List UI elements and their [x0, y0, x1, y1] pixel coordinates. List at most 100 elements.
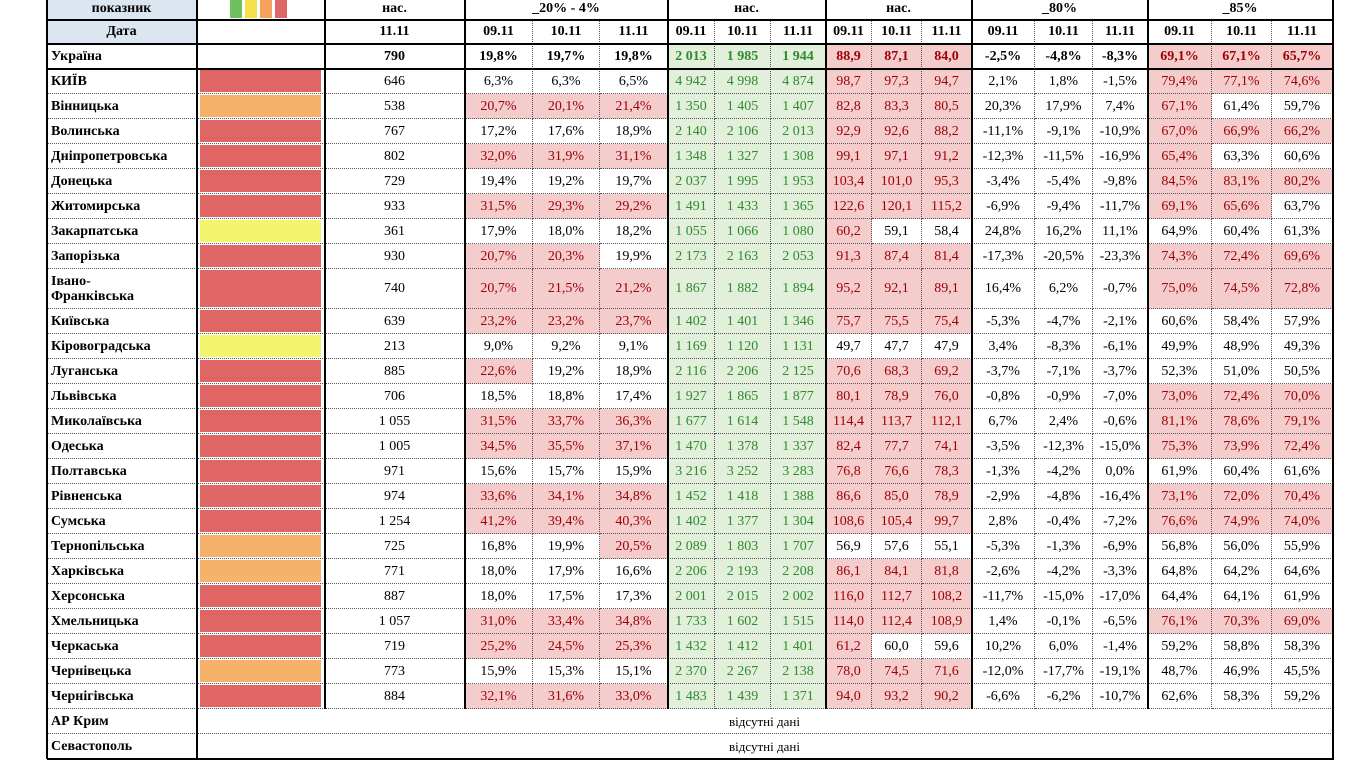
status-cell	[197, 334, 325, 359]
region-name: Полтавська	[47, 459, 197, 484]
value-cell: 72,4%	[1272, 434, 1333, 459]
value-cell: 19,7%	[600, 169, 668, 194]
value-cell: -23,3%	[1093, 244, 1148, 269]
value-cell: 50,5%	[1272, 359, 1333, 384]
value-cell: -16,4%	[1093, 484, 1148, 509]
value-cell: 76,8	[826, 459, 872, 484]
region-name: Волинська	[47, 119, 197, 144]
status-cell	[197, 384, 325, 409]
rule	[324, 0, 326, 709]
region-name: Донецька	[47, 169, 197, 194]
value-cell: 67,1%	[1212, 44, 1272, 69]
value-cell: 94,7	[922, 69, 972, 94]
value-cell: 1 412	[715, 634, 771, 659]
value-cell: 1 944	[771, 44, 826, 69]
value-cell: 2 116	[668, 359, 715, 384]
value-cell: 740	[325, 269, 465, 309]
value-cell: 18,0%	[465, 559, 533, 584]
status-cell	[197, 44, 325, 69]
status-cell	[197, 219, 325, 244]
header-label: _20% - 4%	[465, 0, 668, 20]
status-color	[200, 410, 321, 432]
value-cell: 40,3%	[600, 509, 668, 534]
value-cell: 67,1%	[1148, 94, 1212, 119]
region-name: Херсонська	[47, 584, 197, 609]
status-color	[200, 245, 321, 267]
value-cell: 93,2	[872, 684, 922, 709]
status-color	[200, 485, 321, 507]
value-cell: 56,9	[826, 534, 872, 559]
value-cell: 64,6%	[1272, 559, 1333, 584]
value-cell: 71,6	[922, 659, 972, 684]
value-cell: 1 803	[715, 534, 771, 559]
value-cell: -16,9%	[1093, 144, 1148, 169]
value-cell: 76,1%	[1148, 609, 1212, 634]
value-cell: 46,9%	[1212, 659, 1272, 684]
value-cell: 58,4%	[1212, 309, 1272, 334]
value-cell: 79,4%	[1148, 69, 1212, 94]
region-name: Чернігівська	[47, 684, 197, 709]
value-cell: -1,3%	[1035, 534, 1093, 559]
region-name: Харківська	[47, 559, 197, 584]
value-cell: 66,9%	[1212, 119, 1272, 144]
value-cell: -11,7%	[972, 584, 1035, 609]
value-cell: 930	[325, 244, 465, 269]
value-cell: 33,4%	[533, 609, 600, 634]
region-name: Сумська	[47, 509, 197, 534]
value-cell: 91,3	[826, 244, 872, 269]
value-cell: 97,1	[872, 144, 922, 169]
value-cell: 55,9%	[1272, 534, 1333, 559]
value-cell: 97,3	[872, 69, 922, 94]
value-cell: 2 053	[771, 244, 826, 269]
status-cell	[197, 94, 325, 119]
status-cell	[197, 509, 325, 534]
value-cell: 1 254	[325, 509, 465, 534]
value-cell: 66,2%	[1272, 119, 1333, 144]
value-cell: 17,2%	[465, 119, 533, 144]
value-cell: 64,1%	[1212, 584, 1272, 609]
value-cell: 21,4%	[600, 94, 668, 119]
header-date: 09.11	[465, 20, 533, 44]
value-cell: 1 365	[771, 194, 826, 219]
value-cell: 34,1%	[533, 484, 600, 509]
header-date: 09.11	[1148, 20, 1212, 44]
value-cell: -12,3%	[972, 144, 1035, 169]
value-cell: 33,0%	[600, 684, 668, 709]
value-cell: 23,7%	[600, 309, 668, 334]
value-cell: 59,7%	[1272, 94, 1333, 119]
value-cell: 17,9%	[533, 559, 600, 584]
value-cell: 1 452	[668, 484, 715, 509]
value-cell: 1 066	[715, 219, 771, 244]
value-cell: 1 401	[771, 634, 826, 659]
value-cell: 1 377	[715, 509, 771, 534]
value-cell: 82,4	[826, 434, 872, 459]
value-cell: 64,8%	[1148, 559, 1212, 584]
value-cell: -7,1%	[1035, 359, 1093, 384]
status-cell	[197, 359, 325, 384]
value-cell: 78,9	[872, 384, 922, 409]
value-cell: 101,0	[872, 169, 922, 194]
value-cell: 7,4%	[1093, 94, 1148, 119]
value-cell: 2 163	[715, 244, 771, 269]
value-cell: 6,5%	[600, 69, 668, 94]
value-cell: 1 995	[715, 169, 771, 194]
value-cell: 78,6%	[1212, 409, 1272, 434]
value-cell: 1 433	[715, 194, 771, 219]
value-cell: -0,8%	[972, 384, 1035, 409]
value-cell: -1,5%	[1093, 69, 1148, 94]
status-cell	[197, 559, 325, 584]
value-cell: 22,6%	[465, 359, 533, 384]
value-cell: 2 001	[668, 584, 715, 609]
status-cell	[197, 584, 325, 609]
value-cell: -4,8%	[1035, 484, 1093, 509]
value-cell: -5,3%	[972, 534, 1035, 559]
region-name: Миколаївська	[47, 409, 197, 434]
value-cell: 76,0	[922, 384, 972, 409]
value-cell: 69,0%	[1272, 609, 1333, 634]
value-cell: 95,3	[922, 169, 972, 194]
header-date: 09.11	[668, 20, 715, 44]
status-color	[200, 145, 321, 167]
value-cell: -17,3%	[972, 244, 1035, 269]
value-cell: 1 733	[668, 609, 715, 634]
value-cell: 10,2%	[972, 634, 1035, 659]
